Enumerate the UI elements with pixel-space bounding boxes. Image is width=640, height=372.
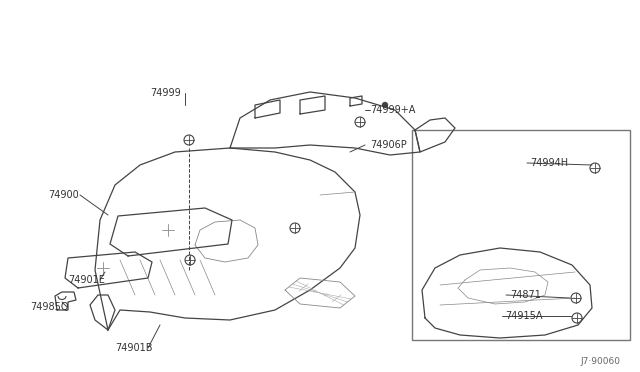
Text: 74985Q: 74985Q [30,302,68,312]
Text: 74901E: 74901E [68,275,105,285]
Text: 74901B: 74901B [115,343,152,353]
Text: 74871: 74871 [510,290,541,300]
Text: J7·90060: J7·90060 [580,357,620,366]
Text: 74915A: 74915A [505,311,543,321]
Text: 74999: 74999 [150,88,180,98]
Text: 74906P: 74906P [370,140,407,150]
Text: 74999+A: 74999+A [370,105,415,115]
Bar [412,130,630,340]
Text: 74900: 74900 [48,190,79,200]
Circle shape [383,103,387,108]
Text: 74994H: 74994H [530,158,568,168]
